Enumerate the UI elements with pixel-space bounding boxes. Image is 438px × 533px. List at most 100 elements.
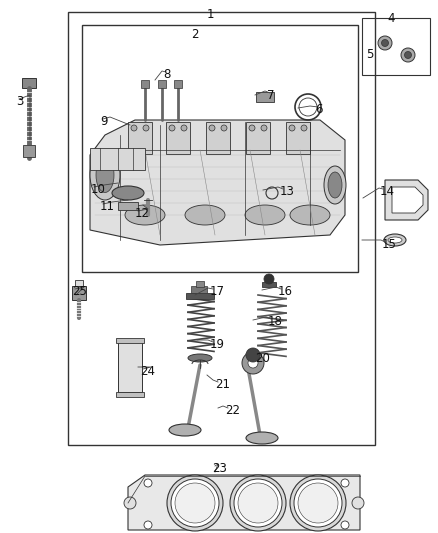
Ellipse shape [384,234,406,246]
Circle shape [378,36,392,50]
Bar [166,122,190,154]
Circle shape [261,125,267,131]
Ellipse shape [185,205,225,225]
Text: 21: 21 [215,378,230,391]
Circle shape [248,358,258,368]
Bar [22,78,36,88]
Ellipse shape [246,432,278,444]
Circle shape [167,475,223,531]
Bar [206,122,230,154]
Bar [174,80,182,88]
Circle shape [230,475,286,531]
Bar [246,122,270,154]
Circle shape [246,348,260,362]
Text: 15: 15 [382,238,397,251]
Text: 1: 1 [206,8,214,21]
Ellipse shape [125,205,165,225]
Ellipse shape [290,205,330,225]
Circle shape [298,483,338,523]
Circle shape [381,39,389,46]
Bar [262,282,276,287]
Text: 17: 17 [210,285,225,298]
Bar [286,122,310,154]
Bar [141,80,149,88]
Circle shape [264,274,274,284]
Text: 18: 18 [268,315,283,328]
Ellipse shape [112,186,144,200]
Polygon shape [385,180,428,220]
Ellipse shape [388,237,402,243]
Text: 24: 24 [140,365,155,378]
Circle shape [301,125,307,131]
Circle shape [175,483,215,523]
Text: 12: 12 [135,207,150,220]
Text: 13: 13 [280,185,295,198]
Circle shape [169,125,175,131]
Circle shape [242,352,264,374]
Circle shape [290,475,346,531]
Circle shape [131,125,137,131]
Text: 14: 14 [380,185,395,198]
Text: 9: 9 [100,115,107,128]
Text: 11: 11 [100,200,115,213]
Bar [75,280,83,286]
Bar [90,148,145,170]
Ellipse shape [245,205,285,225]
Text: 4: 4 [387,12,395,25]
Circle shape [124,497,136,509]
Circle shape [171,479,219,527]
Ellipse shape [328,172,342,198]
Bar [118,340,142,392]
Text: 23: 23 [212,462,227,475]
Text: 25: 25 [72,285,87,298]
Circle shape [181,125,187,131]
Circle shape [401,48,415,62]
Bar [256,92,274,102]
Text: 6: 6 [315,103,322,116]
Circle shape [249,125,255,131]
Text: 2: 2 [191,28,199,41]
Ellipse shape [188,354,212,362]
Circle shape [221,125,227,131]
Ellipse shape [96,157,114,192]
Text: 5: 5 [366,48,373,61]
Circle shape [144,521,152,529]
Circle shape [341,521,349,529]
Bar [82,25,358,272]
Circle shape [294,479,342,527]
Text: 10: 10 [91,183,106,196]
Circle shape [143,125,149,131]
Text: 8: 8 [163,68,170,81]
Ellipse shape [90,150,120,200]
Bar [23,145,35,157]
Text: 22: 22 [225,404,240,417]
Bar [116,338,144,343]
Circle shape [405,52,411,59]
Polygon shape [90,120,345,245]
Ellipse shape [169,424,201,436]
Text: 20: 20 [255,352,270,365]
Bar [186,293,214,299]
Polygon shape [392,187,423,213]
Bar [116,392,144,397]
Bar [68,12,375,445]
Circle shape [144,479,152,487]
Circle shape [234,479,282,527]
Bar [196,281,204,287]
Polygon shape [128,475,360,530]
Circle shape [352,497,364,509]
Circle shape [289,125,295,131]
Bar [72,286,86,300]
Bar [191,286,207,293]
Circle shape [341,479,349,487]
Text: 16: 16 [278,285,293,298]
Bar [118,202,138,210]
Text: 7: 7 [267,89,275,102]
Circle shape [238,483,278,523]
Ellipse shape [324,166,346,204]
Circle shape [209,125,215,131]
Bar [158,80,166,88]
Text: 3: 3 [16,95,23,108]
Bar [128,122,152,154]
Bar [362,18,430,75]
